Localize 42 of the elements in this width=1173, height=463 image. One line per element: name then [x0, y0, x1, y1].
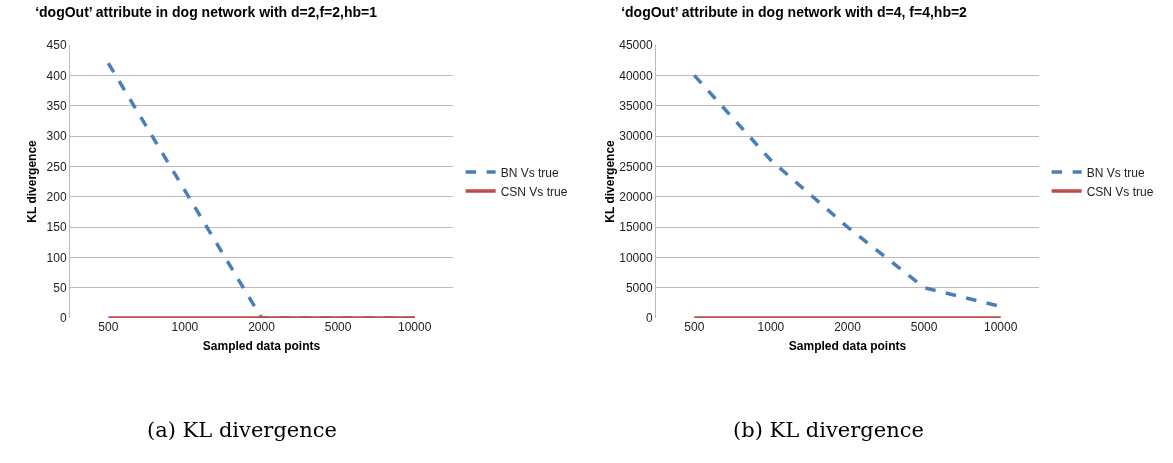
legend-label: BN Vs true — [500, 165, 560, 180]
y-tick-label: 0 — [59, 311, 67, 326]
y-tick-label: 40000 — [619, 68, 653, 83]
text: (a) KL divergence — [147, 418, 337, 442]
text: (b) KL divergence — [733, 418, 924, 442]
y-tick-label: 250 — [46, 159, 67, 174]
y-axis-title: KL divergence — [603, 139, 618, 223]
x-tick-label: 2000 — [248, 320, 276, 334]
y-tick-label: 350 — [46, 98, 67, 113]
y-tick-label: 150 — [46, 220, 67, 235]
x-tick-label: 1000 — [171, 320, 199, 334]
y-tick-label: 35000 — [619, 98, 653, 113]
x-axis-title: Sampled data points — [788, 338, 907, 353]
y-tick-label: 0 — [645, 311, 653, 326]
y-tick-label: 5000 — [625, 280, 653, 295]
x-tick-label: 10000 — [984, 320, 1018, 334]
x-tick-label: 500 — [684, 320, 705, 334]
y-tick-label: 25000 — [619, 159, 653, 174]
y-tick-label: 15000 — [619, 220, 653, 235]
y-tick-label: 45000 — [619, 38, 653, 53]
x-tick-label: 500 — [98, 320, 119, 334]
y-tick-label: 200 — [46, 189, 67, 204]
legend-label: CSN Vs true — [500, 184, 568, 199]
legend-label: CSN Vs true — [1086, 184, 1154, 199]
y-tick-label: 10000 — [619, 250, 653, 265]
y-tick-label: 450 — [46, 38, 67, 53]
y-tick-label: 20000 — [619, 189, 653, 204]
x-tick-label: 10000 — [398, 320, 432, 334]
y-tick-label: 30000 — [619, 129, 653, 144]
x-axis-title: Sampled data points — [202, 338, 321, 353]
legend-label: BN Vs true — [1086, 165, 1146, 180]
chart-title: ‘dogOut’ attribute in dog network with d=2,f=2,hb=1 — [35, 3, 378, 20]
y-tick-label: 300 — [46, 129, 67, 144]
x-tick-label: 2000 — [834, 320, 862, 334]
chart-title: ‘dogOut’ attribute in dog network with d=4, f=4,hb=2 — [621, 3, 968, 20]
y-tick-label: 400 — [46, 68, 67, 83]
x-tick-label: 5000 — [910, 320, 938, 334]
y-tick-label: 50 — [53, 280, 67, 295]
x-tick-label: 1000 — [757, 320, 785, 334]
y-tick-label: 100 — [46, 250, 67, 265]
y-axis-title: KL divergence — [25, 139, 39, 223]
x-tick-label: 5000 — [324, 320, 352, 334]
